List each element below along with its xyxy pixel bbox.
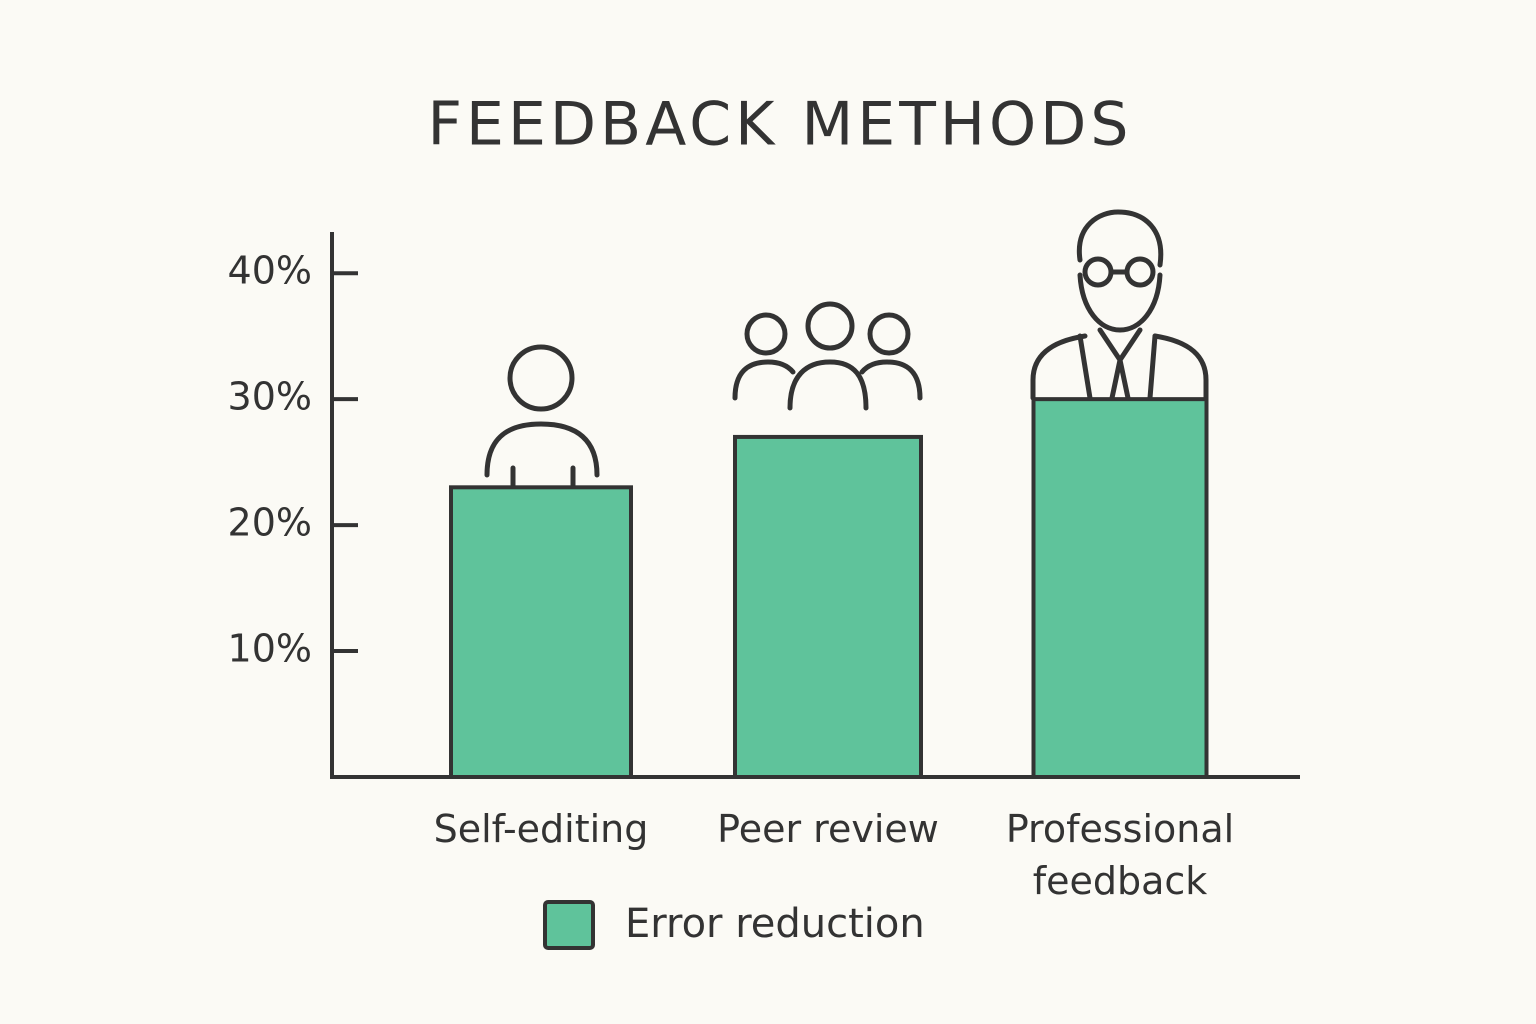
professional-icon [1030, 209, 1209, 401]
y-tick-label: 10% [228, 627, 312, 671]
y-tick-label: 40% [228, 249, 312, 293]
x-tick-label: Self-editing [433, 807, 649, 851]
self-icon [484, 344, 600, 497]
chart-title: FEEDBACK METHODS [428, 90, 1133, 160]
bar [733, 434, 923, 779]
y-tick-label: 30% [228, 375, 312, 419]
legend-swatch [543, 900, 595, 950]
y-tick-label: 20% [228, 501, 312, 545]
x-tick-label: Professional feedback [1005, 807, 1235, 903]
x-tick-label: Peer review [717, 807, 939, 851]
legend-label: Error reduction [625, 901, 925, 947]
peer-icon [732, 301, 923, 411]
bar [1031, 397, 1209, 779]
bar [449, 485, 633, 779]
